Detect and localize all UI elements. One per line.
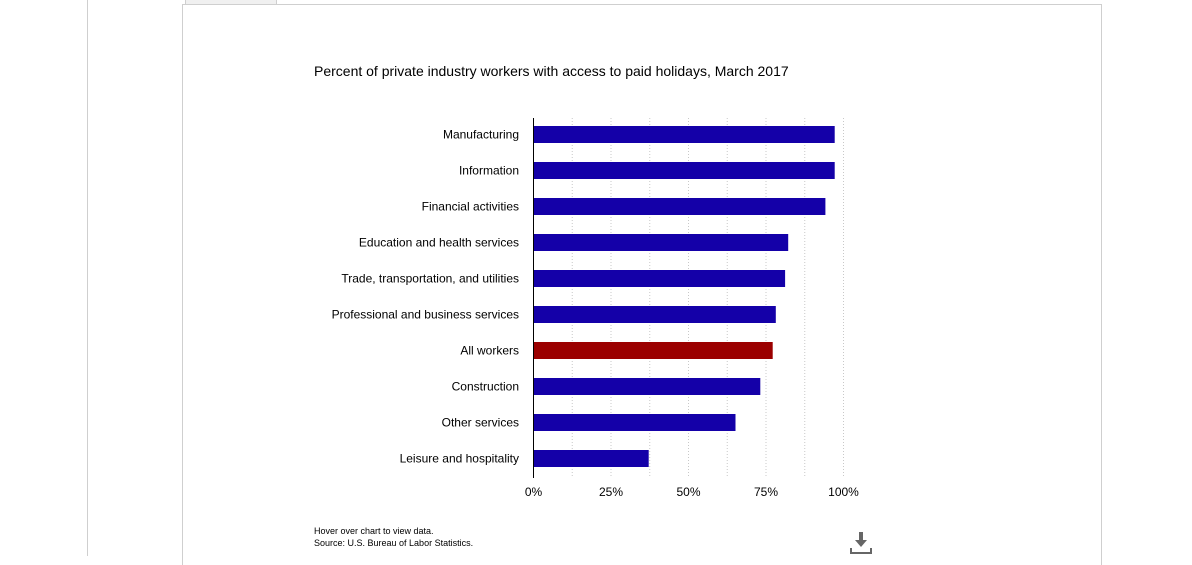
page-border-left <box>87 0 88 556</box>
x-tick-labels: 0% 25% 50% 75% 100% <box>525 485 859 499</box>
category-label: Other services <box>442 416 519 430</box>
x-tick-label: 100% <box>828 485 859 499</box>
category-label: Education and health services <box>359 236 519 250</box>
bar-professional-and-business-services[interactable]: Professional and business services: 78% <box>534 306 776 323</box>
category-label: Manufacturing <box>443 128 519 142</box>
bar-construction[interactable]: Construction: 73% <box>534 378 761 395</box>
bar-all-workers[interactable]: All workers: 77% <box>534 342 773 359</box>
x-tick-label: 50% <box>676 485 700 499</box>
bars[interactable]: Manufacturing: 97% Information: 97% Financ… <box>534 126 835 467</box>
category-label: Information <box>459 164 519 178</box>
category-label: Leisure and hospitality <box>400 452 519 466</box>
bar-leisure-and-hospitality[interactable]: Leisure and hospitality: 37% <box>534 450 649 467</box>
category-label: Construction <box>452 380 519 394</box>
x-tick-label: 75% <box>754 485 778 499</box>
bar-information[interactable]: Information: 97% <box>534 162 835 179</box>
category-label: Financial activities <box>422 200 519 214</box>
bar-education-and-health-services[interactable]: Education and health services: 82% <box>534 234 789 251</box>
category-labels: Manufacturing Information Financial activi… <box>332 128 519 466</box>
category-label: Trade, transportation, and utilities <box>341 272 519 286</box>
bar-other-services[interactable]: Other services: 65% <box>534 414 736 431</box>
x-tick-label: 25% <box>599 485 623 499</box>
x-tick-label: 0% <box>525 485 543 499</box>
hover-note: Hover over chart to view data. <box>314 526 434 536</box>
category-label: Professional and business services <box>332 308 519 322</box>
bar-trade-transportation-and-utilities[interactable]: Trade, transportation, and utilities: 81… <box>534 270 786 287</box>
bar-financial-activities[interactable]: Financial activities: 94% <box>534 198 826 215</box>
category-label: All workers <box>460 344 519 358</box>
tab-stub[interactable] <box>185 0 277 5</box>
download-icon[interactable] <box>849 530 873 554</box>
source-note: Source: U.S. Bureau of Labor Statistics. <box>314 538 474 548</box>
chart-title: Percent of private industry workers with… <box>314 63 789 79</box>
bar-manufacturing[interactable]: Manufacturing: 97% <box>534 126 835 143</box>
